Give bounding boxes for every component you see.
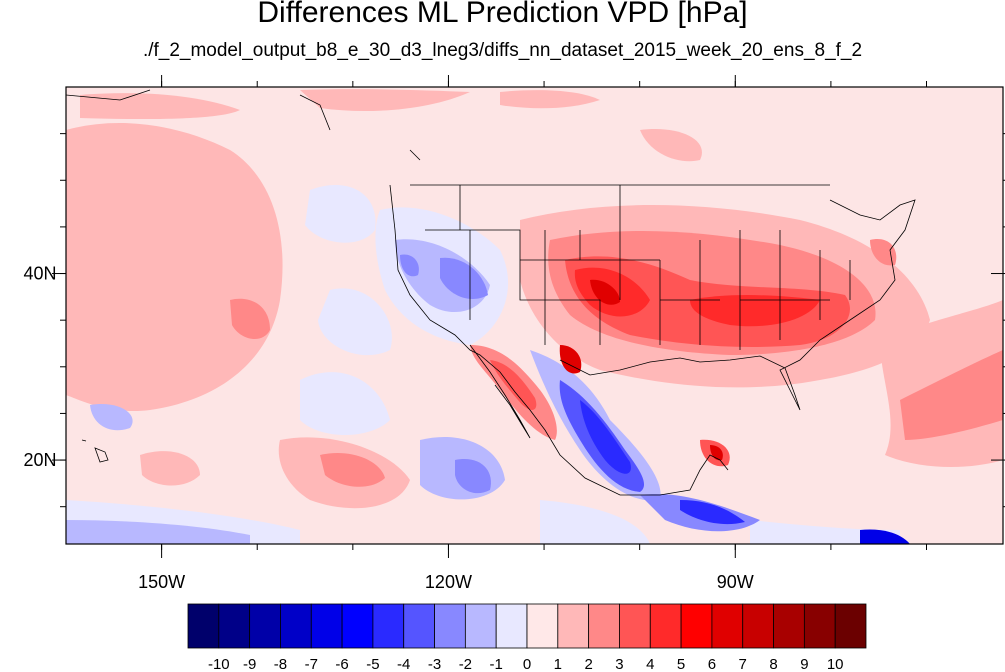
colorbar-swatch — [742, 603, 774, 649]
colorbar-label: -10 — [208, 656, 230, 672]
colorbar-swatch — [619, 603, 651, 649]
lat-tick-label: 40N — [23, 264, 56, 284]
colorbar-label: -7 — [305, 656, 318, 672]
colorbar-swatch — [803, 603, 836, 649]
colorbar-label: 3 — [615, 656, 623, 672]
colorbar-label: 9 — [800, 656, 808, 672]
map-frame — [65, 86, 1004, 545]
axis-ticks — [52, 75, 1005, 558]
colorbar-label: -8 — [274, 656, 287, 672]
colorbar-swatch — [526, 603, 559, 649]
colorbar-label: 0 — [523, 656, 531, 672]
colorbar-label: -3 — [428, 656, 441, 672]
contour-fields — [66, 89, 1003, 544]
colorbar-label: 7 — [739, 656, 747, 672]
colorbar-swatch — [649, 603, 682, 649]
boundary-lines — [66, 89, 916, 496]
colorbar-swatch — [834, 603, 867, 649]
colorbar-swatch — [464, 603, 497, 649]
colorbar-swatch — [680, 603, 713, 649]
colorbar-swatch — [773, 603, 805, 649]
colorbar-swatch — [341, 603, 374, 649]
colorbar-label: 8 — [769, 656, 777, 672]
colorbar-swatch — [218, 603, 251, 649]
map-title: Differences ML Prediction VPD [hPa] — [257, 0, 748, 29]
colorbar-label: -9 — [243, 656, 256, 672]
colorbar-label: -2 — [459, 656, 472, 672]
colorbar-swatch — [280, 603, 312, 649]
colorbar-label: -1 — [490, 656, 503, 672]
colorbar-label: -5 — [366, 656, 379, 672]
colorbar-label: 6 — [708, 656, 716, 672]
colorbar-swatch — [711, 603, 744, 649]
colorbar-swatch — [249, 603, 281, 649]
colorbar-swatch — [403, 603, 435, 649]
lon-tick-label: 150W — [138, 572, 185, 592]
colorbar-swatch — [588, 603, 620, 649]
colorbar-label: -6 — [335, 656, 348, 672]
colorbar-label: 10 — [827, 656, 844, 672]
lon-tick-label: 90W — [717, 572, 754, 592]
colorbar-swatch — [310, 603, 343, 649]
colorbar-swatch — [187, 603, 220, 649]
axis-labels: 150W 120W 90W 40N 20N — [23, 264, 753, 592]
colorbar-swatch — [434, 603, 466, 649]
map-subtitle: ./f_2_model_output_b8_e_30_d3_lneg3/diff… — [142, 40, 863, 61]
lat-tick-label: 20N — [23, 450, 56, 470]
colorbar-swatch — [495, 603, 528, 649]
colorbar-label: 1 — [554, 656, 562, 672]
colorbar-label: 4 — [646, 656, 654, 672]
colorbar-label: 5 — [677, 656, 685, 672]
lon-tick-label: 120W — [425, 572, 472, 592]
colorbar-swatch — [557, 603, 590, 649]
colorbar-label: 2 — [584, 656, 592, 672]
colorbar-label: -4 — [397, 656, 410, 672]
colorbar-swatch — [372, 603, 405, 649]
colorbar: -10 -9 -8 -7 -6 -5 -4 -3 -2 -1 0 1 2 3 4 5 6 7 8 9 10 — [187, 603, 867, 672]
